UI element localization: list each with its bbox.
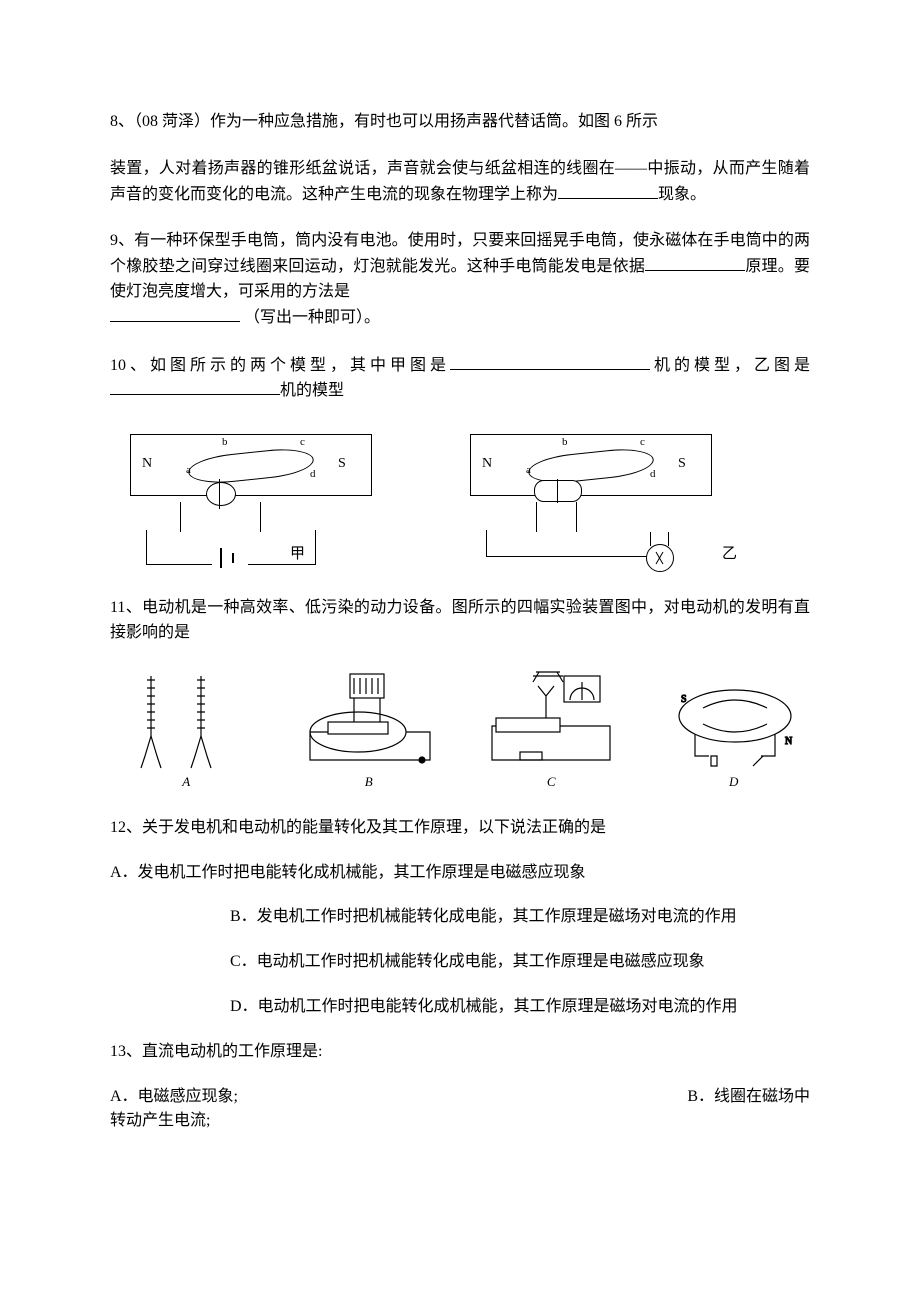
- q12-optB: B．发电机工作时把机械能转化成电能，其工作原理是磁场对电流的作用: [110, 905, 810, 930]
- q13-optA: A．电磁感应现象;: [110, 1085, 238, 1110]
- node-a: a: [186, 464, 191, 476]
- q11-fig-d: N S D: [659, 666, 809, 786]
- commutator: [206, 482, 236, 506]
- pole-s-label: S: [678, 456, 686, 472]
- node-b: b: [562, 436, 568, 448]
- q11-label-b: B: [365, 774, 373, 790]
- lead-left: [536, 502, 537, 532]
- q12-optC: C．电动机工作时把机械能转化成电能，其工作原理是电磁感应现象: [110, 950, 810, 975]
- q8-line1: 8、（08 菏泽）作为一种应急措施，有时也可以用扬声器代替话筒。如图 6 所示: [110, 110, 810, 135]
- pole-s-label: S: [338, 456, 346, 472]
- lead-right: [576, 502, 577, 532]
- q13-options-row: A．电磁感应现象; B．线圈在磁场中: [110, 1085, 810, 1110]
- svg-text:S: S: [681, 694, 687, 705]
- node-d: d: [310, 468, 316, 480]
- q10-fig-yi: N S a b c d 乙: [450, 424, 750, 574]
- q10-t2: 机的模型，乙图是: [650, 357, 810, 374]
- q13-optB-part1: B．线圈在磁场中: [687, 1085, 810, 1110]
- q9-t3: （写出一种即可）。: [244, 309, 380, 326]
- q11-label-a: A: [182, 774, 190, 790]
- q11-label-c: C: [547, 774, 556, 790]
- q10: 10、如图所示的两个模型，其中甲图是 机的模型，乙图是机的模型: [110, 353, 810, 405]
- q12-optD: D．电动机工作时把电能转化成机械能，其工作原理是磁场对电流的作用: [110, 995, 810, 1020]
- q8-text2b: 现象。: [658, 186, 706, 203]
- q10-blank2[interactable]: [110, 378, 280, 395]
- q8-blank[interactable]: [558, 182, 658, 199]
- meter-lead: [668, 532, 669, 546]
- node-b: b: [222, 436, 228, 448]
- svg-text:N: N: [785, 736, 792, 747]
- worksheet-page: 8、（08 菏泽）作为一种应急措施，有时也可以用扬声器代替话筒。如图 6 所示 …: [0, 0, 920, 1194]
- q11-fig-c: C: [476, 666, 626, 786]
- q9: 9、有一种环保型手电筒，筒内没有电池。使用时，只要来回摇晃手电筒，使永磁体在手电…: [110, 229, 810, 330]
- q11-fig-b: B: [294, 666, 444, 786]
- q9-blank1[interactable]: [645, 254, 745, 271]
- caption-jia: 甲: [290, 542, 305, 563]
- q8-line2: 装置，人对着扬声器的锥形纸盆说话，声音就会使与纸盆相连的线圈在——中振动，从而产…: [110, 157, 810, 208]
- meter-lead: [650, 532, 651, 546]
- node-c: c: [640, 436, 645, 448]
- q13-stem: 13、直流电动机的工作原理是:: [110, 1040, 810, 1065]
- q11-stem: 11、电动机是一种高效率、低污染的动力设备。图所示的四幅实验装置图中，对电动机的…: [110, 596, 810, 646]
- q10-blank1[interactable]: [450, 353, 650, 370]
- q9-blank2[interactable]: [110, 305, 240, 322]
- node-a: a: [526, 464, 531, 476]
- q10-fig-jia: N S a b c d 甲: [110, 424, 410, 574]
- q10-t1: 10、如图所示的两个模型，其中甲图是: [110, 357, 450, 374]
- node-c: c: [300, 436, 305, 448]
- lead-right: [260, 502, 261, 532]
- q13-optB-part2: 转动产生电流;: [110, 1109, 810, 1134]
- pole-n-label: N: [142, 456, 152, 472]
- q10-t3: 机的模型: [280, 382, 344, 399]
- q11-label-d: D: [729, 774, 738, 790]
- battery-icon: [214, 552, 246, 568]
- galvanometer-icon: [646, 544, 674, 572]
- lead-left: [180, 502, 181, 532]
- q12-stem: 12、关于发电机和电动机的能量转化及其工作原理，以下说法正确的是: [110, 816, 810, 841]
- q12-optA: A．发电机工作时把电能转化成机械能，其工作原理是电磁感应现象: [110, 861, 810, 886]
- caption-yi: 乙: [722, 542, 737, 563]
- q11-figure-row: A B: [110, 666, 810, 786]
- q10-figure-row: N S a b c d 甲 N S a b c d: [110, 424, 810, 574]
- node-d: d: [650, 468, 656, 480]
- q11-fig-a: A: [111, 666, 261, 786]
- circuit-outline: [486, 530, 671, 557]
- pole-n-label: N: [482, 456, 492, 472]
- slip-rings: [534, 480, 582, 502]
